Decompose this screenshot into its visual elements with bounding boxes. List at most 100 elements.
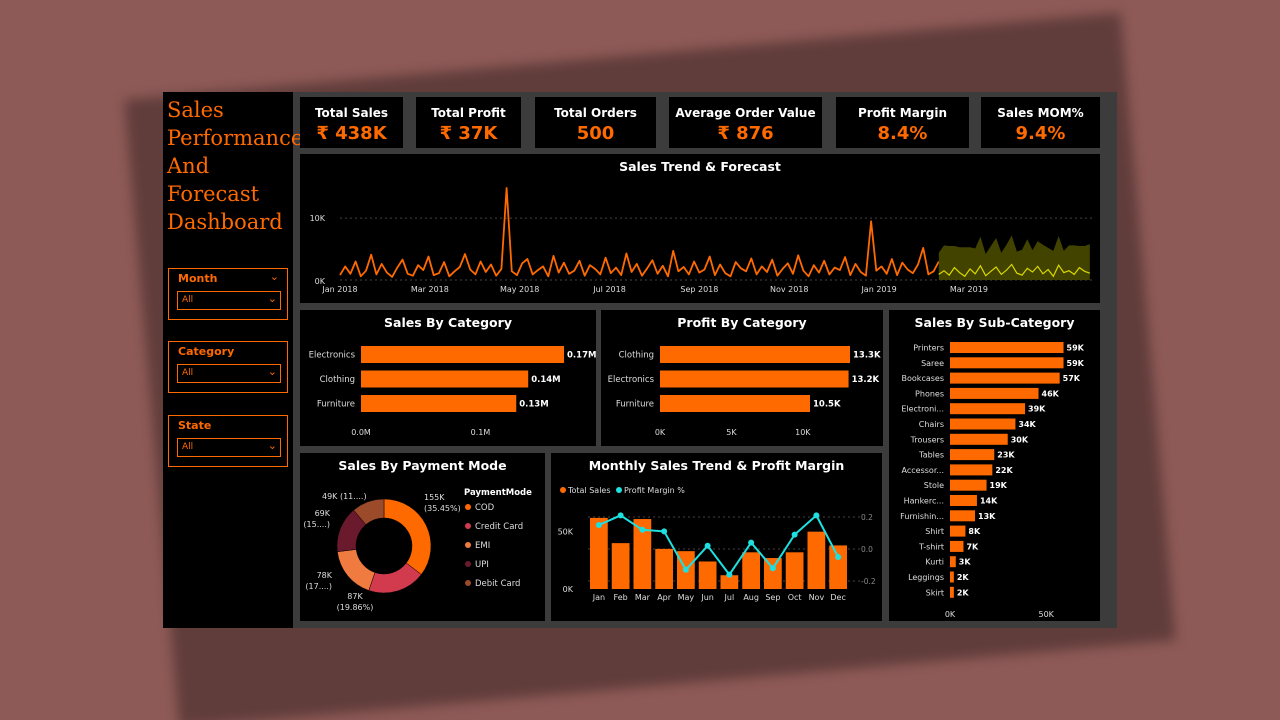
category-label: Skirt	[926, 588, 944, 597]
monthly-sales-trend-card: Monthly Sales Trend & Profit Margin Tota…	[551, 453, 882, 621]
x-tick-label: 5K	[726, 428, 737, 437]
data-label: 69K	[315, 509, 331, 518]
bar	[950, 525, 966, 537]
chart-title: Monthly Sales Trend & Profit Margin	[588, 458, 845, 473]
y-tick-label: 0K	[315, 277, 326, 286]
category-label: T-shirt	[918, 542, 944, 551]
legend-item: Credit Card	[475, 522, 523, 532]
bar	[950, 372, 1060, 384]
legend-marker	[465, 561, 471, 567]
category-label: Furnishin...	[900, 512, 944, 521]
data-label: 13K	[978, 512, 996, 521]
state-dropdown[interactable]: All ⌄	[177, 438, 281, 457]
profit-margin-point	[617, 512, 624, 519]
sales-by-subcategory-chart: Printers 59K Saree 59K Bookcases 57K Phones 46K…	[900, 342, 1085, 619]
bar	[950, 387, 1039, 399]
x-tick-label: Jan 2019	[860, 285, 896, 294]
data-label: 8K	[968, 527, 981, 536]
legend-marker	[465, 580, 471, 586]
profit-by-category-chart: Clothing 13.3K Electronics 13.2K Furniture 10…	[608, 346, 881, 437]
category-label: Clothing	[320, 375, 355, 385]
x-tick-label: Mar 2018	[411, 285, 449, 294]
category-label: Stole	[924, 481, 944, 490]
data-label: 0.17M	[567, 351, 596, 361]
category-label: Furniture	[616, 400, 654, 410]
bar	[950, 571, 954, 583]
kpi-total-sales: Total Sales ₹ 438K	[300, 97, 403, 148]
legend-marker	[465, 542, 471, 548]
bar	[590, 517, 608, 589]
bar	[611, 543, 630, 589]
chevron-down-icon[interactable]: ⌄	[269, 270, 279, 283]
legend-item: COD	[475, 503, 495, 513]
y2-tick-label: 0.0	[861, 545, 873, 554]
category-label: Bookcases	[902, 374, 944, 383]
data-label: 0.14M	[531, 375, 560, 385]
kpi-value: ₹ 438K	[316, 123, 387, 144]
profit-margin-line	[598, 513, 840, 577]
legend-marker	[465, 504, 471, 510]
bar	[950, 342, 1064, 353]
profit-margin-point	[769, 565, 776, 572]
category-dropdown[interactable]: All ⌄	[177, 364, 281, 383]
sales-by-category-card: Sales By Category Electronics 0.17M Clothi…	[300, 310, 596, 446]
bar	[950, 357, 1064, 369]
y-tick-label: 10K	[310, 214, 326, 223]
state-slicer: State All ⌄	[168, 415, 288, 467]
bar	[660, 346, 850, 363]
monthly-sales-margin-chart: Total Sales Profit Margin % 0K 50K 0.2 0.0 -0.…	[558, 486, 876, 602]
bar	[950, 510, 976, 522]
x-tick-label: Jun	[700, 593, 714, 602]
kpi-total-orders: Total Orders 500	[535, 97, 656, 148]
kpi-label: Total Sales	[314, 106, 389, 120]
data-label: 22K	[995, 466, 1013, 475]
legend-marker	[560, 487, 566, 493]
legend-item: UPI	[475, 560, 489, 570]
category-label: Printers	[913, 344, 944, 353]
category-label: Trousers	[910, 435, 944, 444]
data-label: 2K	[957, 588, 970, 597]
data-label: (35.45%)	[424, 504, 461, 513]
chart-title: Profit By Category	[677, 315, 807, 330]
title-line: And	[167, 154, 210, 178]
y2-tick-label: -0.2	[861, 577, 876, 586]
legend-marker	[616, 487, 622, 493]
x-tick-label: Nov	[809, 593, 825, 602]
sales-trend-chart: 0K 10K Jan 2018 Mar 2018 May 2018 Jul 2018 Sep…	[310, 187, 1095, 294]
profit-margin-point	[639, 526, 646, 533]
bar	[807, 531, 826, 589]
data-label: 59K	[1067, 359, 1085, 368]
bar	[698, 561, 717, 589]
legend-title: PaymentMode	[464, 488, 532, 498]
month-dropdown[interactable]: All ⌄	[177, 291, 281, 310]
x-tick-label: Dec	[830, 593, 845, 602]
kpi-total-profit: Total Profit ₹ 37K	[416, 97, 521, 148]
category-label: Tables	[918, 451, 944, 460]
data-label: 7K	[966, 542, 979, 551]
category-label: Electronics	[608, 375, 655, 385]
data-label: 13.3K	[853, 351, 881, 361]
bar	[950, 464, 993, 476]
sales-trend-forecast-card: Sales Trend & Forecast 0K 10K Jan 2018 Mar …	[300, 154, 1100, 303]
bar	[950, 433, 1008, 445]
y-tick-label: 50K	[558, 528, 574, 537]
data-label: 3K	[959, 558, 972, 567]
data-label: 14K	[980, 497, 998, 506]
x-tick-label: May	[678, 593, 695, 602]
data-label: 78K	[317, 571, 333, 580]
data-label: 13.2K	[852, 375, 880, 385]
chevron-down-icon: ⌄	[267, 439, 277, 452]
data-label: 59K	[1067, 344, 1085, 353]
y-tick-label: 0K	[563, 585, 574, 594]
data-label: 0.13M	[519, 400, 548, 410]
chart-title: Sales By Sub-Category	[914, 315, 1075, 330]
kpi-value: 500	[576, 123, 615, 144]
x-tick-label: 0.1M	[471, 428, 491, 437]
title-line: Forecast	[167, 182, 260, 206]
category-dropdown-value: All	[182, 368, 194, 378]
bar	[950, 449, 995, 461]
donut-slice	[337, 549, 376, 591]
bar	[950, 556, 956, 568]
profit-margin-point	[661, 528, 668, 535]
sales-by-category-chart: Electronics 0.17M Clothing 0.14M Furniture 0.…	[309, 346, 596, 437]
